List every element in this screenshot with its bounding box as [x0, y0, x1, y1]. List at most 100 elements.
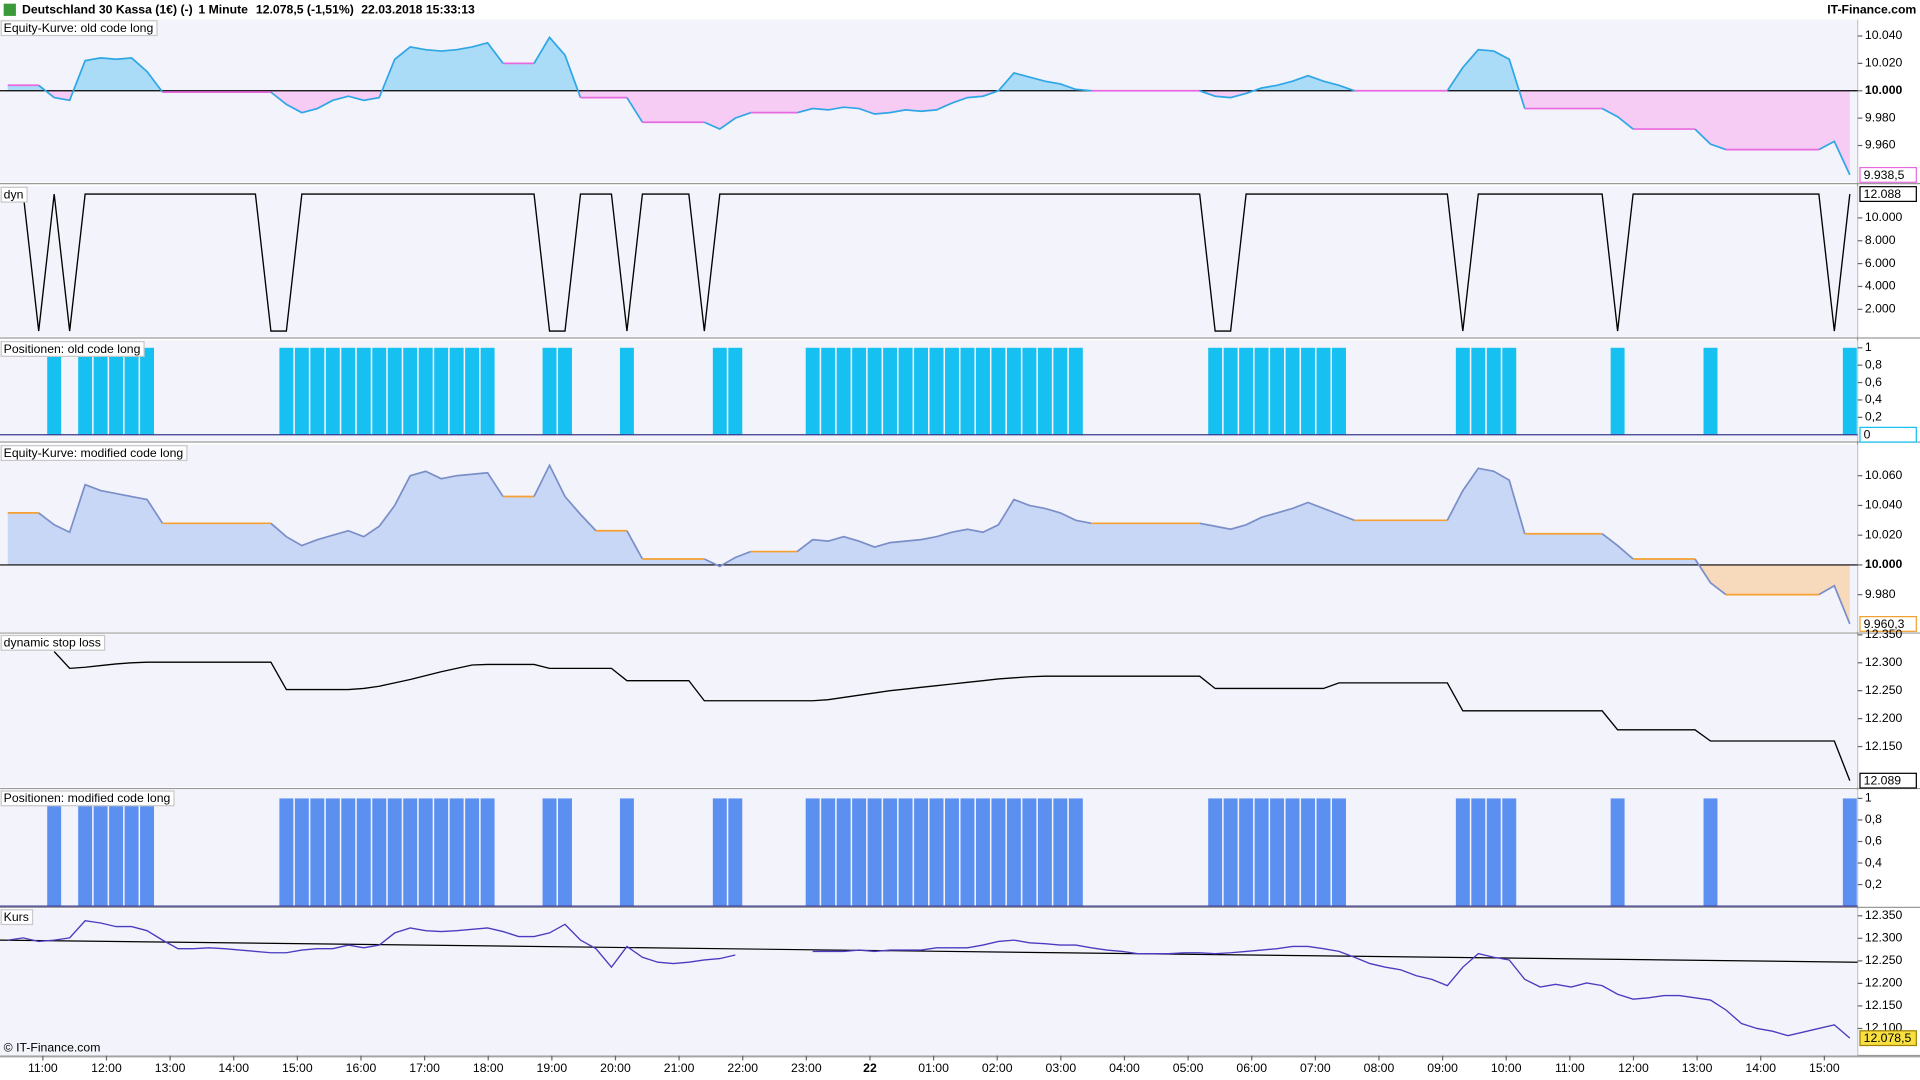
equity-line	[1601, 533, 1634, 560]
panel-title-box	[0, 20, 158, 37]
x-tick-label: 16:00	[346, 1061, 377, 1075]
position-bar	[1239, 347, 1254, 435]
last-value-label: 0	[1864, 428, 1871, 442]
position-bar	[387, 798, 402, 907]
position-bar	[542, 347, 557, 435]
last-value-badge	[1859, 772, 1917, 789]
plot-background	[0, 789, 1858, 907]
y-tick-label: 10.020	[1865, 56, 1903, 70]
position-bar	[372, 798, 387, 907]
y-tick-label: 0,6	[1865, 375, 1882, 389]
x-tick-label: 15:00	[1809, 1061, 1840, 1075]
y-tick-label: 10.040	[1865, 28, 1903, 42]
position-bar	[898, 798, 913, 907]
x-tick-label: 23:00	[791, 1061, 822, 1075]
position-bar	[1006, 347, 1021, 435]
position-bar	[449, 347, 464, 435]
position-bar	[805, 798, 820, 907]
position-bar	[124, 347, 139, 435]
position-bar	[945, 798, 959, 907]
equity-line	[270, 41, 504, 114]
position-bar	[356, 347, 371, 435]
position-bar	[883, 347, 898, 435]
position-bar	[821, 798, 836, 907]
brand: IT-Finance.com	[1827, 3, 1916, 17]
position-bar	[960, 347, 975, 435]
position-bar	[1285, 798, 1300, 907]
position-bar	[465, 347, 480, 435]
position-bar	[1316, 347, 1331, 435]
equity-line	[1818, 140, 1851, 176]
y-tick-label: 10.000	[1865, 557, 1903, 571]
position-bar	[852, 347, 867, 435]
y-tick-label: 8.000	[1865, 233, 1896, 247]
position-bar	[991, 347, 1006, 435]
position-bar	[1223, 347, 1238, 435]
last-value-label: 12.078,5	[1864, 1031, 1912, 1045]
position-bar	[465, 798, 480, 907]
position-bar	[1037, 798, 1052, 907]
x-tick-label: 06:00	[1236, 1061, 1267, 1075]
position-bar	[1223, 798, 1238, 907]
position-bar	[78, 347, 93, 435]
area-below	[45, 90, 1850, 175]
y-tick-label: 9.980	[1865, 587, 1896, 601]
panel-title: dynamic stop loss	[4, 636, 101, 650]
panel-title: Positionen: old code long	[4, 342, 141, 356]
position-bar	[480, 798, 495, 907]
position-bar	[325, 798, 340, 907]
plot-background	[0, 186, 1858, 337]
position-bar	[558, 347, 572, 435]
position-bar	[836, 347, 851, 435]
y-tick-label: 0,8	[1865, 357, 1882, 371]
x-tick-label: 15:00	[282, 1061, 313, 1075]
position-bar	[279, 347, 294, 435]
position-bar	[434, 347, 449, 435]
x-tick-label: 13:00	[155, 1061, 186, 1075]
y-tick-label: 9.980	[1865, 110, 1896, 124]
quote: 12.078,5 (-1,51%)	[256, 3, 354, 17]
position-bar	[78, 798, 93, 907]
x-tick-label: 12:00	[1618, 1061, 1649, 1075]
position-bar	[1006, 798, 1021, 907]
x-tick-label: 12:00	[91, 1061, 122, 1075]
y-tick-label: 12.150	[1865, 739, 1903, 753]
last-value-badge	[1859, 615, 1917, 632]
position-bar	[1301, 347, 1315, 435]
position-bar	[1486, 347, 1501, 435]
y-tick-label: 0,8	[1865, 812, 1882, 826]
x-tick-label: 11:00	[28, 1061, 58, 1075]
position-bar	[109, 347, 124, 435]
position-bar	[1022, 798, 1037, 907]
position-bar	[929, 798, 944, 907]
position-bar	[387, 347, 402, 435]
y-tick-label: 6.000	[1865, 256, 1896, 270]
panel-title-box	[0, 909, 34, 926]
position-bar	[1455, 347, 1470, 435]
equity-line	[1199, 501, 1355, 531]
y-tick-label: 12.300	[1865, 931, 1903, 945]
x-tick-label: 14:00	[1745, 1061, 1776, 1075]
position-bar	[1486, 798, 1501, 907]
last-value-badge	[1859, 426, 1917, 443]
y-tick-label: 0,6	[1865, 834, 1882, 848]
position-bar	[47, 347, 62, 435]
y-tick-label: 12.350	[1865, 627, 1903, 641]
position-bar	[805, 347, 820, 435]
position-bar	[1842, 347, 1857, 435]
area-below	[716, 564, 1850, 624]
panel-title: dyn	[4, 188, 24, 202]
series-line	[53, 651, 1851, 781]
trend-line	[0, 939, 1858, 963]
position-bar	[867, 798, 882, 907]
y-tick-label: 10.040	[1865, 498, 1903, 512]
position-bar	[341, 347, 356, 435]
position-bar	[1254, 347, 1269, 435]
position-bar	[294, 798, 309, 907]
panel-title-box	[0, 445, 188, 462]
x-tick-label: 17:00	[409, 1061, 440, 1075]
y-tick-label: 0,4	[1865, 392, 1882, 406]
equity-line	[533, 35, 582, 98]
position-bar	[1471, 347, 1486, 435]
y-tick-label: 10.000	[1865, 83, 1903, 97]
